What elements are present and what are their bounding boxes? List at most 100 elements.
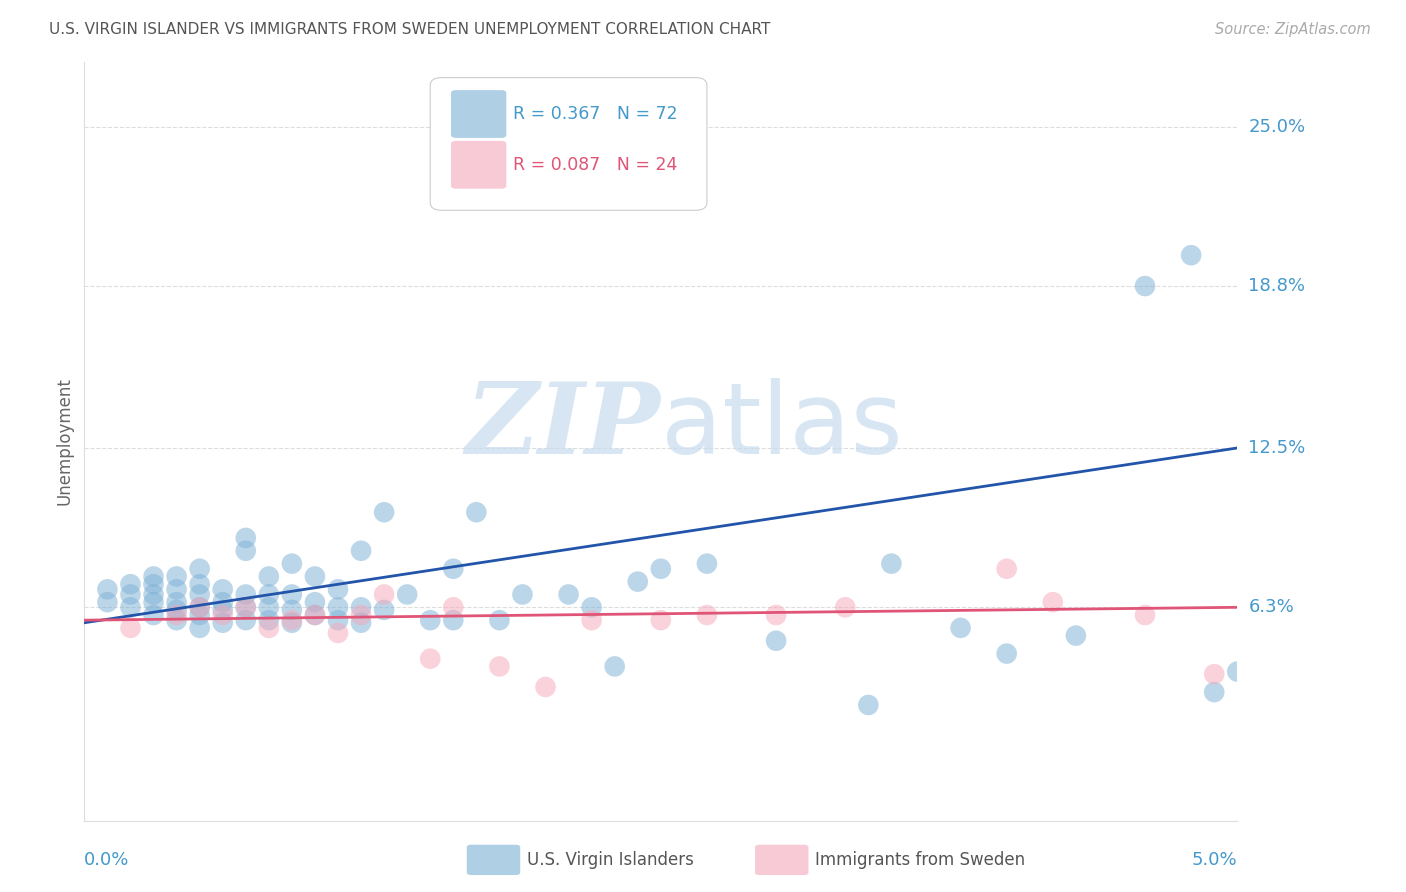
Point [166,607,188,622]
Point [188,607,211,622]
Point [211,607,233,622]
Point [949,621,972,635]
Point [235,543,257,558]
Point [326,582,349,597]
Text: U.S. Virgin Islanders: U.S. Virgin Islanders [527,851,695,869]
Point [188,577,211,591]
Point [350,607,373,622]
Point [188,621,211,635]
Point [120,621,142,635]
Point [166,569,188,583]
FancyBboxPatch shape [451,141,506,189]
Point [166,595,188,609]
Point [696,557,718,571]
Point [188,562,211,576]
Point [396,587,419,601]
Point [441,613,464,627]
Y-axis label: Unemployment: Unemployment [55,377,73,506]
Text: Source: ZipAtlas.com: Source: ZipAtlas.com [1215,22,1371,37]
Point [581,613,603,627]
Point [995,562,1018,576]
Point [696,607,718,622]
Point [188,587,211,601]
Point [281,557,304,571]
Point [304,607,326,622]
Point [1204,685,1226,699]
Point [326,613,349,627]
Point [419,651,441,665]
Point [211,595,233,609]
Point [257,613,280,627]
Point [1204,667,1226,681]
Point [326,626,349,640]
Point [350,543,373,558]
Point [650,562,672,576]
Text: 18.8%: 18.8% [1249,277,1305,295]
Point [350,600,373,615]
Point [235,600,257,615]
Point [281,613,304,627]
Point [211,582,233,597]
Point [350,615,373,630]
Point [166,582,188,597]
Point [304,569,326,583]
FancyBboxPatch shape [451,90,506,138]
Point [211,615,233,630]
Point [235,613,257,627]
Point [488,613,510,627]
Point [166,603,188,617]
Text: 12.5%: 12.5% [1249,439,1306,457]
Point [142,587,165,601]
Point [235,600,257,615]
Point [235,531,257,545]
Point [120,600,142,615]
Point [142,577,165,591]
Point [373,603,395,617]
Point [120,587,142,601]
Point [534,680,557,694]
Text: atlas: atlas [661,378,903,475]
Point [858,698,880,712]
Point [188,600,211,615]
Point [304,607,326,622]
Point [281,603,304,617]
Point [1042,595,1064,609]
Point [650,613,672,627]
Point [765,633,787,648]
Point [211,603,233,617]
Point [142,595,165,609]
Text: R = 0.367   N = 72: R = 0.367 N = 72 [513,105,678,123]
Point [465,505,488,519]
Text: U.S. VIRGIN ISLANDER VS IMMIGRANTS FROM SWEDEN UNEMPLOYMENT CORRELATION CHART: U.S. VIRGIN ISLANDER VS IMMIGRANTS FROM … [49,22,770,37]
Point [1133,607,1156,622]
Point [488,659,510,673]
Point [166,613,188,627]
Point [765,607,787,622]
Point [257,600,280,615]
Point [419,613,441,627]
Text: ZIP: ZIP [465,378,661,475]
Point [142,607,165,622]
Point [120,577,142,591]
Point [995,647,1018,661]
Point [1180,248,1202,262]
Point [1226,665,1249,679]
Point [1133,279,1156,293]
FancyBboxPatch shape [430,78,707,211]
Point [281,587,304,601]
Point [834,600,856,615]
Point [880,557,903,571]
Point [257,587,280,601]
Point [441,562,464,576]
Point [441,600,464,615]
Point [1064,629,1087,643]
Point [281,615,304,630]
Point [512,587,534,601]
Point [627,574,650,589]
Text: Immigrants from Sweden: Immigrants from Sweden [815,851,1025,869]
Point [142,569,165,583]
Point [235,587,257,601]
Point [257,569,280,583]
Point [96,595,118,609]
Text: R = 0.087   N = 24: R = 0.087 N = 24 [513,156,678,174]
